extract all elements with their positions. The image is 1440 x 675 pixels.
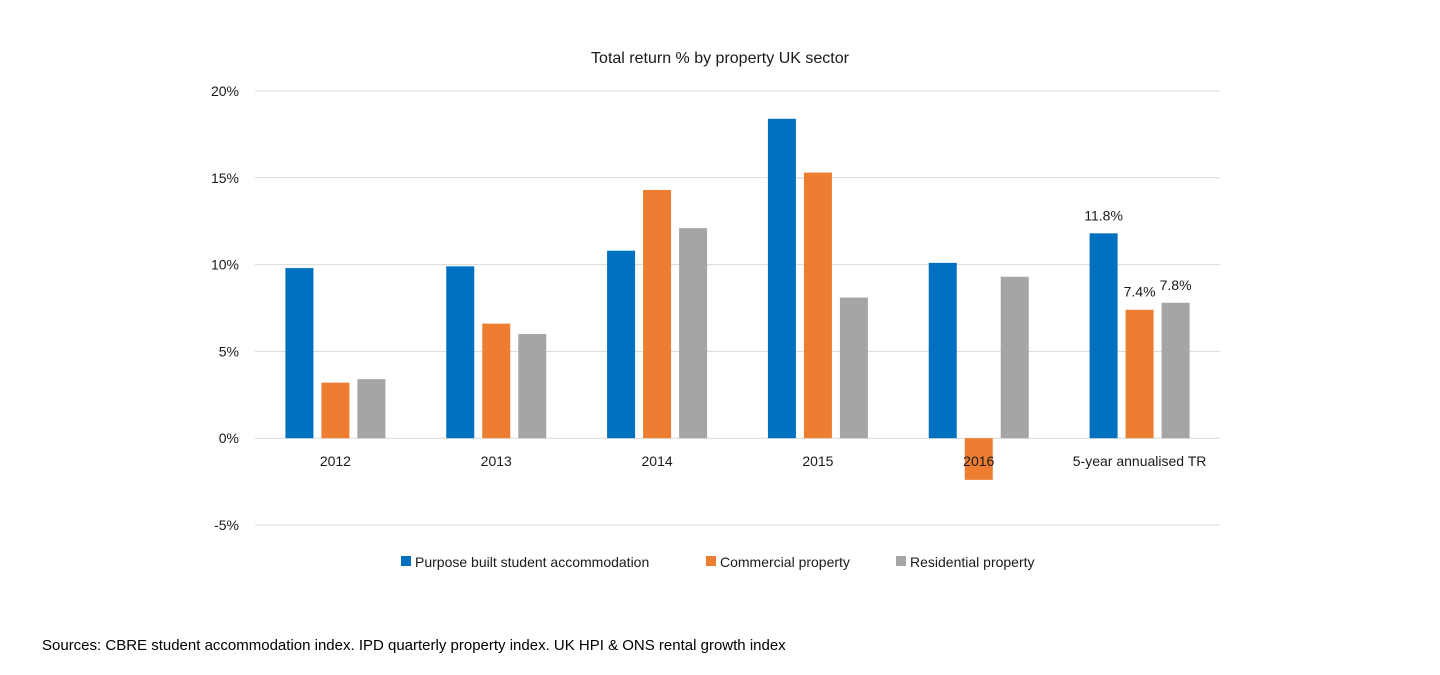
legend-swatch-residential-property (896, 556, 906, 566)
bar-residential-property-0 (357, 379, 386, 439)
bar-residential-property-5 (1161, 302, 1190, 439)
bar-residential-property-4 (1000, 276, 1029, 439)
bar-residential-property-1 (518, 334, 547, 439)
x-tick-label: 2014 (642, 453, 673, 469)
bar-commercial-property-5 (1125, 309, 1154, 439)
source-note: Sources: CBRE student accommodation inde… (42, 637, 786, 654)
legend-label: Commercial property (720, 554, 850, 570)
x-tick-label: 2012 (320, 453, 351, 469)
bar-commercial-property-1 (482, 323, 511, 439)
x-tick-label: 2016 (963, 453, 994, 469)
bar-commercial-property-3 (803, 172, 832, 439)
bar-residential-property-3 (839, 297, 868, 439)
chart-title: Total return % by property UK sector (591, 50, 850, 67)
bar-purpose-built-student-accommodation-4 (928, 262, 957, 439)
bar-purpose-built-student-accommodation-2 (607, 250, 636, 439)
y-axis-tick-labels: 20% 15% 10% 5% 0% -5% (211, 83, 239, 533)
legend-label: Residential property (910, 554, 1035, 570)
x-axis-tick-labels: 2012 2013 2014 2015 2016 5-year annualised TR (320, 453, 1207, 469)
y-tick-label: 20% (211, 83, 239, 99)
x-tick-label: 2013 (481, 453, 512, 469)
data-label: 7.8% (1160, 277, 1192, 293)
y-tick-label: -5% (214, 517, 239, 533)
data-label: 7.4% (1124, 284, 1156, 300)
bar-purpose-built-student-accommodation-5 (1089, 233, 1118, 439)
bar-commercial-property-2 (643, 189, 672, 439)
bar-commercial-property-0 (321, 382, 350, 439)
x-tick-label: 2015 (802, 453, 833, 469)
gridlines (255, 90, 1220, 526)
y-tick-label: 10% (211, 257, 239, 273)
y-tick-label: 5% (219, 343, 239, 359)
bars (285, 118, 1190, 480)
legend-swatch-purpose-built-student-accommodation (401, 556, 411, 566)
bar-residential-property-2 (679, 228, 708, 439)
chart-area: Total return % by property UK sector 20%… (211, 50, 1220, 570)
y-tick-label: 0% (219, 430, 239, 446)
data-labels: 11.8% 7.4% 7.8% (1084, 207, 1191, 299)
legend-label: Purpose built student accommodation (415, 554, 649, 570)
x-tick-label: 5-year annualised TR (1073, 453, 1207, 469)
bar-purpose-built-student-accommodation-0 (285, 268, 314, 439)
y-tick-label: 15% (211, 170, 239, 186)
legend-swatch-commercial-property (706, 556, 716, 566)
bar-purpose-built-student-accommodation-1 (446, 266, 475, 439)
bar-purpose-built-student-accommodation-3 (767, 118, 796, 439)
bar-commercial-property-4 (964, 438, 993, 480)
data-label: 11.8% (1084, 207, 1123, 223)
legend: Purpose built student accommodation Comme… (401, 554, 1035, 570)
bar-chart: Total return % by property UK sector 20%… (211, 50, 1220, 570)
